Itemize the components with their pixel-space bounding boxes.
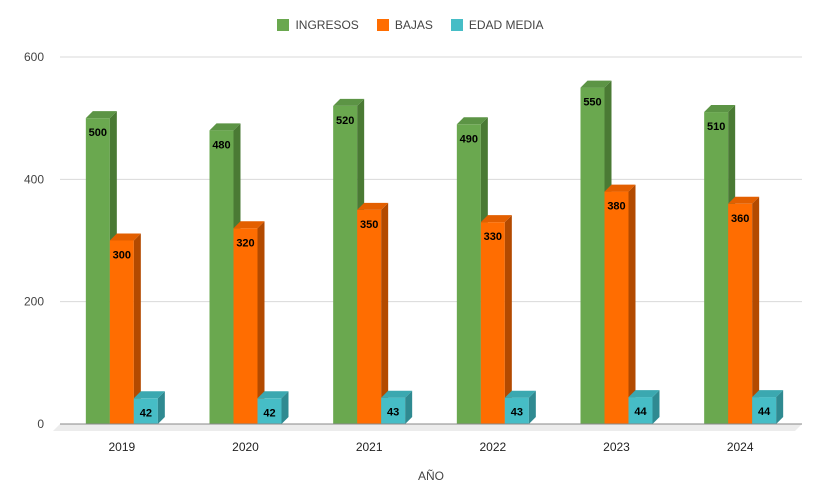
bar-bajas-2023[interactable] (604, 191, 629, 424)
bar-edad-media-2020[interactable] (257, 398, 282, 424)
data-label-bajas-2022: 330 (484, 231, 502, 243)
y-tick-label: 200 (24, 295, 44, 309)
data-label-edad-media-2019: 42 (140, 407, 152, 419)
bar-ingresos-2024[interactable] (704, 112, 729, 425)
bar-top-bajas-2024 (728, 196, 760, 204)
data-label-bajas-2021: 350 (360, 219, 378, 231)
bar-top-edad-media-2021 (381, 390, 413, 398)
legend-swatch-ingresos (277, 19, 290, 31)
legend-label-ingresos: INGRESOS (295, 18, 359, 32)
data-label-edad-media-2021: 43 (387, 407, 399, 419)
legend-item-bajas[interactable]: BAJAS (376, 18, 433, 32)
floor-surface (53, 424, 802, 431)
legend-item-edad-media[interactable]: EDAD MEDIA (450, 18, 544, 32)
bar-side-edad-media-2023 (652, 390, 660, 424)
y-tick-label: 400 (24, 172, 44, 186)
data-label-ingresos-2019: 500 (89, 127, 107, 139)
legend-label-bajas: BAJAS (394, 18, 433, 32)
bar-top-ingresos-2024 (704, 105, 736, 113)
x-tick-label: 2023 (603, 440, 630, 454)
bar-edad-media-2019[interactable] (133, 398, 158, 424)
axes: 0 200 400 600 2019 2020 2021 2022 2023 2024 (24, 50, 802, 454)
x-tick-label: 2022 (479, 440, 506, 454)
x-tick-label: 2019 (108, 440, 135, 454)
gridlines (60, 56, 802, 425)
data-label-bajas-2024: 360 (731, 213, 749, 225)
bar-edad-media-2021[interactable] (381, 397, 406, 424)
bar-side-edad-media-2022 (528, 390, 536, 424)
data-labels: 500 300 42 480 320 42 520 350 43 490 330 43 550 380 44… (89, 97, 772, 420)
data-label-edad-media-2023: 44 (634, 406, 647, 418)
bar-top-bajas-2023 (604, 184, 636, 192)
data-label-edad-media-2024: 44 (758, 406, 771, 418)
bar-edad-media-2023[interactable] (628, 397, 653, 424)
bar-top-bajas-2019 (109, 233, 141, 241)
bar-top-ingresos-2019 (85, 111, 117, 119)
bar-bajas-2022[interactable] (480, 222, 505, 424)
bar-side-bajas-2023 (628, 184, 636, 424)
x-tick-label: 2024 (727, 440, 754, 454)
legend-swatch-bajas (376, 19, 389, 31)
bar-side-edad-media-2024 (776, 390, 784, 424)
bar-bajas-2020[interactable] (233, 228, 258, 424)
y-tick-label: 0 (37, 417, 44, 431)
bar-side-bajas-2021 (381, 202, 389, 424)
bar-top-ingresos-2023 (580, 80, 612, 88)
data-label-bajas-2019: 300 (113, 250, 131, 262)
legend: INGRESOS BAJAS EDAD MEDIA (0, 18, 821, 32)
bar-side-bajas-2019 (133, 233, 141, 424)
bar-side-bajas-2020 (257, 221, 265, 424)
bar-top-edad-media-2020 (257, 391, 289, 399)
bar-ingresos-2023[interactable] (580, 87, 605, 424)
bar-edad-media-2024[interactable] (752, 397, 777, 424)
bar-top-edad-media-2019 (133, 391, 165, 399)
data-label-edad-media-2022: 43 (511, 407, 523, 419)
bar-bajas-2021[interactable] (357, 209, 382, 424)
data-label-edad-media-2020: 42 (263, 407, 275, 419)
bar-side-edad-media-2019 (157, 391, 165, 424)
data-label-ingresos-2024: 510 (707, 121, 725, 133)
bars (85, 80, 784, 425)
bar-side-bajas-2022 (504, 215, 512, 424)
bar-side-edad-media-2021 (405, 390, 413, 424)
bar-top-edad-media-2022 (504, 390, 536, 398)
legend-item-ingresos[interactable]: INGRESOS (277, 18, 359, 32)
data-label-ingresos-2020: 480 (212, 139, 230, 151)
data-label-bajas-2023: 380 (607, 201, 625, 213)
bar-top-bajas-2020 (233, 221, 265, 229)
bar-top-edad-media-2023 (628, 390, 660, 398)
chart-floor (53, 424, 802, 431)
y-tick-label: 600 (24, 50, 44, 64)
bar-ingresos-2021[interactable] (333, 105, 358, 424)
data-label-ingresos-2021: 520 (336, 115, 354, 127)
bar-bajas-2024[interactable] (728, 203, 753, 424)
legend-swatch-edad-media (450, 19, 463, 31)
bar-ingresos-2022[interactable] (456, 124, 481, 425)
x-tick-label: 2021 (356, 440, 383, 454)
data-label-ingresos-2023: 550 (583, 97, 601, 109)
bar-bajas-2019[interactable] (109, 240, 134, 425)
bar-top-ingresos-2020 (209, 123, 241, 131)
bar-top-edad-media-2024 (752, 390, 784, 398)
bar-side-bajas-2024 (752, 196, 760, 424)
x-tick-label: 2020 (232, 440, 259, 454)
bar-top-bajas-2022 (480, 215, 512, 223)
x-axis-title: AÑO (418, 469, 444, 483)
data-label-ingresos-2022: 490 (460, 133, 478, 145)
bar-top-ingresos-2021 (333, 98, 365, 106)
bar-top-ingresos-2022 (456, 117, 488, 125)
bar-ingresos-2019[interactable] (85, 118, 110, 425)
bar-side-edad-media-2020 (281, 391, 289, 424)
bar-top-bajas-2021 (357, 202, 389, 210)
bar-edad-media-2022[interactable] (504, 397, 529, 424)
bar-ingresos-2020[interactable] (209, 130, 234, 424)
legend-label-edad-media: EDAD MEDIA (468, 18, 544, 32)
data-label-bajas-2020: 320 (236, 237, 254, 249)
